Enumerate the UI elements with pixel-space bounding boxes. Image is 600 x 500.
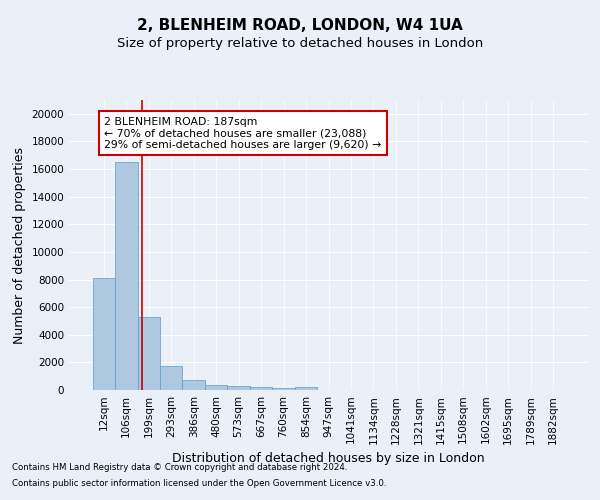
Text: Contains public sector information licensed under the Open Government Licence v3: Contains public sector information licen…	[12, 478, 386, 488]
Bar	[115, 162, 137, 390]
Text: Size of property relative to detached houses in London: Size of property relative to detached ho…	[117, 38, 483, 51]
Text: Contains HM Land Registry data © Crown copyright and database right 2024.: Contains HM Land Registry data © Crown c…	[12, 464, 347, 472]
Bar	[160, 366, 182, 390]
X-axis label: Distribution of detached houses by size in London: Distribution of detached houses by size …	[172, 452, 485, 465]
Bar	[250, 387, 272, 390]
Bar	[295, 387, 317, 390]
Bar	[182, 380, 205, 390]
Bar	[272, 388, 295, 390]
Bar	[92, 278, 115, 390]
Bar	[137, 317, 160, 390]
Bar	[205, 385, 227, 390]
Bar	[227, 386, 250, 390]
Text: 2 BLENHEIM ROAD: 187sqm
← 70% of detached houses are smaller (23,088)
29% of sem: 2 BLENHEIM ROAD: 187sqm ← 70% of detache…	[104, 116, 381, 150]
Y-axis label: Number of detached properties: Number of detached properties	[13, 146, 26, 344]
Text: 2, BLENHEIM ROAD, LONDON, W4 1UA: 2, BLENHEIM ROAD, LONDON, W4 1UA	[137, 18, 463, 32]
